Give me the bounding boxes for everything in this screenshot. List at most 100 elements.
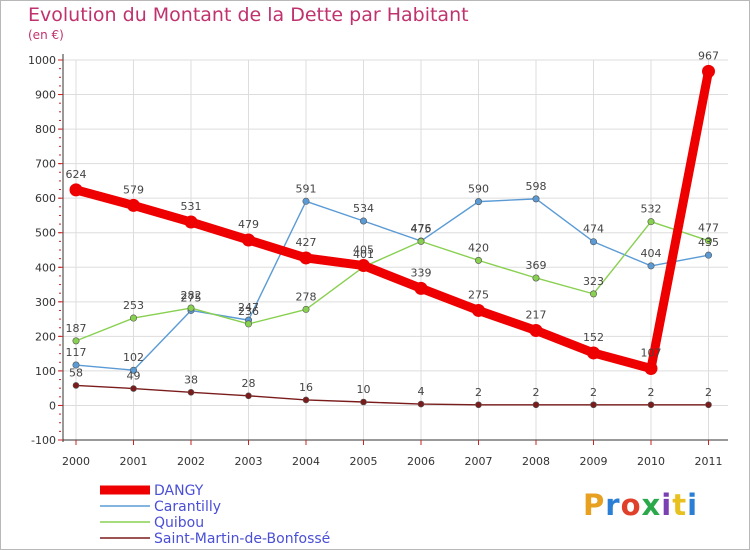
data-point (589, 238, 597, 246)
y-axis-minor-tick (59, 413, 61, 415)
y-axis-minor-tick (59, 68, 61, 70)
data-point (704, 237, 712, 245)
data-label: 16 (299, 381, 313, 394)
data-label: 476 (411, 222, 432, 235)
legend-label: DANGY (154, 483, 204, 499)
y-axis-minor-tick (59, 249, 61, 251)
logo-letter: i (661, 488, 673, 522)
data-label: 107 (641, 346, 662, 359)
data-point (474, 256, 482, 264)
data-point (127, 198, 140, 212)
data-label: 10 (357, 383, 371, 396)
y-tick-label: 1000 (28, 54, 56, 67)
y-tick-label: 400 (35, 261, 56, 274)
data-point (130, 314, 138, 322)
data-label: 253 (123, 299, 144, 312)
data-label: 275 (468, 288, 489, 301)
data-point (417, 400, 425, 408)
data-point (69, 183, 83, 197)
data-label: 624 (66, 168, 87, 181)
logo-letter: x (641, 488, 662, 522)
data-label: 247 (238, 301, 259, 314)
data-point (302, 197, 310, 205)
data-point (647, 218, 655, 226)
x-tick-label: 2008 (522, 455, 550, 468)
y-axis-minor-tick (59, 85, 61, 87)
y-axis-minor-tick (59, 258, 61, 260)
x-tick-label: 2007 (465, 455, 493, 468)
logo-letter: t (672, 488, 688, 522)
data-point (72, 337, 80, 345)
y-tick-label: 200 (35, 330, 56, 343)
data-point (187, 389, 195, 396)
logo-letter: o (620, 488, 642, 522)
x-tick-label: 2011 (695, 455, 723, 468)
data-label: 435 (698, 236, 719, 249)
data-point (357, 259, 370, 273)
y-axis-minor-tick (59, 275, 61, 277)
series-line (71, 66, 713, 373)
data-point (529, 323, 543, 337)
y-axis-minor-tick (59, 145, 61, 147)
y-axis-minor-tick (59, 344, 61, 346)
data-label: 236 (238, 305, 259, 318)
y-axis-minor-tick (59, 284, 61, 286)
data-point (532, 401, 540, 409)
y-axis-minor-tick (59, 318, 61, 320)
data-label: 479 (238, 218, 259, 231)
data-point (302, 396, 310, 404)
data-point (647, 262, 655, 270)
data-label: 282 (181, 289, 202, 302)
y-axis-minor-tick (59, 76, 61, 78)
logo-letter: i (687, 488, 699, 522)
series-line (75, 384, 710, 406)
data-label: 369 (526, 259, 547, 272)
data-point (245, 392, 252, 400)
y-tick-label: 700 (35, 158, 56, 171)
data-point (587, 346, 600, 360)
x-tick-label: 2001 (120, 455, 148, 468)
data-point (705, 401, 712, 409)
y-axis-minor-tick (59, 361, 61, 363)
data-label: 323 (583, 275, 604, 288)
y-axis-minor-tick (59, 154, 61, 156)
data-point (130, 385, 137, 392)
data-label: 58 (69, 366, 83, 379)
y-axis-minor-tick (59, 111, 61, 113)
y-axis-minor-tick (59, 327, 61, 329)
data-point (359, 217, 367, 225)
data-label: 217 (526, 308, 547, 321)
y-axis-minor-tick (59, 180, 61, 182)
data-point (532, 195, 540, 203)
legend-label: Saint-Martin-de-Bonfossé (154, 531, 330, 547)
y-tick-label: 600 (35, 192, 56, 205)
data-point (589, 290, 597, 298)
y-axis-minor-tick (59, 119, 61, 121)
data-label: 598 (526, 180, 547, 193)
data-point (72, 361, 80, 369)
y-axis-minor-tick (59, 396, 61, 398)
data-point (242, 233, 255, 247)
y-axis-minor-tick (59, 171, 61, 173)
x-tick-label: 2002 (177, 455, 205, 468)
data-label: 401 (353, 248, 374, 261)
data-point (532, 274, 540, 282)
data-point (590, 401, 597, 409)
data-point (302, 305, 310, 313)
y-tick-label: 100 (35, 365, 56, 378)
y-axis-minor-tick (59, 353, 61, 355)
data-label: 275 (181, 291, 202, 304)
data-point (72, 382, 80, 389)
logo-letter: P (583, 488, 606, 522)
data-label: 187 (66, 322, 87, 335)
chart-title: Evolution du Montant de la Dette par Hab… (28, 4, 469, 26)
y-axis-minor-tick (59, 223, 61, 225)
data-label: 2 (705, 386, 712, 399)
y-axis-minor-tick (59, 240, 61, 242)
data-point (299, 251, 313, 265)
chart-subtitle: (en €) (28, 28, 64, 42)
data-label: 278 (296, 290, 317, 303)
data-point (187, 304, 195, 312)
data-point (245, 320, 253, 328)
